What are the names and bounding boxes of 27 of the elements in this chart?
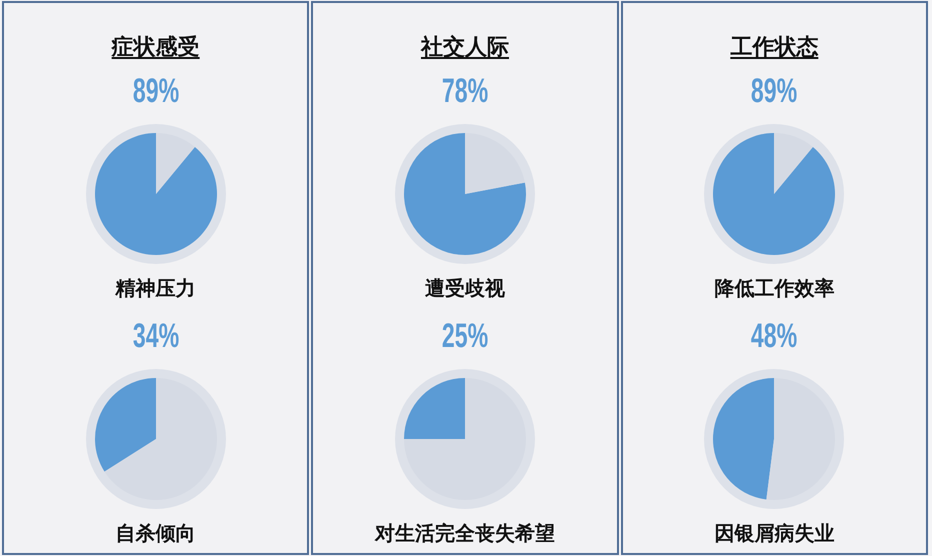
- text: 因银屑病失业: [714, 521, 834, 545]
- text: 精神压力: [116, 276, 196, 300]
- text: 对生活完全丧失希望: [374, 521, 555, 545]
- pie-slice: [156, 133, 195, 194]
- text: 遭受歧视: [424, 276, 505, 300]
- data-label: 34%: [132, 317, 179, 355]
- data-label: 25%: [442, 317, 488, 355]
- chart-title: 症状感受: [112, 35, 200, 60]
- pie-slice: [104, 378, 217, 500]
- chart-title: 工作状态: [730, 35, 818, 60]
- pie-slice: [464, 133, 525, 194]
- chart-title: 社交人际: [420, 35, 509, 60]
- text: 自杀倾向: [116, 521, 196, 545]
- text: 降低工作效率: [714, 276, 834, 300]
- pie-slice: [404, 378, 465, 439]
- pie-slice: [774, 133, 814, 194]
- pie-slice: [404, 378, 526, 500]
- pie-slice: [94, 378, 156, 472]
- data-label: 48%: [751, 317, 798, 355]
- data-label: 89%: [132, 72, 179, 110]
- pie-slice: [404, 133, 526, 255]
- data-label: 89%: [751, 72, 798, 110]
- pie-slice: [713, 133, 836, 255]
- pie-slice: [94, 133, 217, 255]
- data-label: 78%: [442, 72, 488, 110]
- pie-slice: [766, 378, 836, 500]
- pie-slice: [713, 378, 774, 500]
